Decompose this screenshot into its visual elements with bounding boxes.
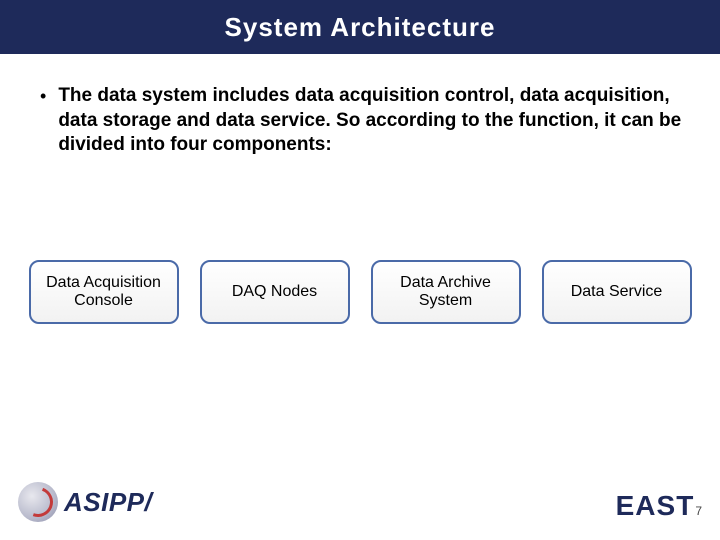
page-number: 7 xyxy=(695,504,702,518)
component-box-2: DAQ Nodes xyxy=(200,260,350,324)
footer-left: ASIPP/ xyxy=(18,482,152,522)
slide-title: System Architecture xyxy=(225,12,496,43)
bullet-marker: • xyxy=(40,84,46,108)
bullet-item: • The data system includes data acquisit… xyxy=(36,84,684,158)
component-box-3: Data Archive System xyxy=(371,260,521,324)
content-area: • The data system includes data acquisit… xyxy=(0,54,720,158)
footer: ASIPP/ EAST 7 xyxy=(0,474,720,522)
asipp-logo-icon xyxy=(18,482,58,522)
components-row: Data Acquisition Console DAQ Nodes Data … xyxy=(0,260,720,324)
title-bar: System Architecture xyxy=(0,0,720,54)
body-paragraph: The data system includes data acquisitio… xyxy=(58,84,684,158)
footer-right-label: EAST xyxy=(616,490,695,522)
component-box-1: Data Acquisition Console xyxy=(29,260,179,324)
footer-left-label: ASIPP/ xyxy=(64,487,152,518)
component-box-4: Data Service xyxy=(542,260,692,324)
footer-right: EAST 7 xyxy=(616,490,702,522)
